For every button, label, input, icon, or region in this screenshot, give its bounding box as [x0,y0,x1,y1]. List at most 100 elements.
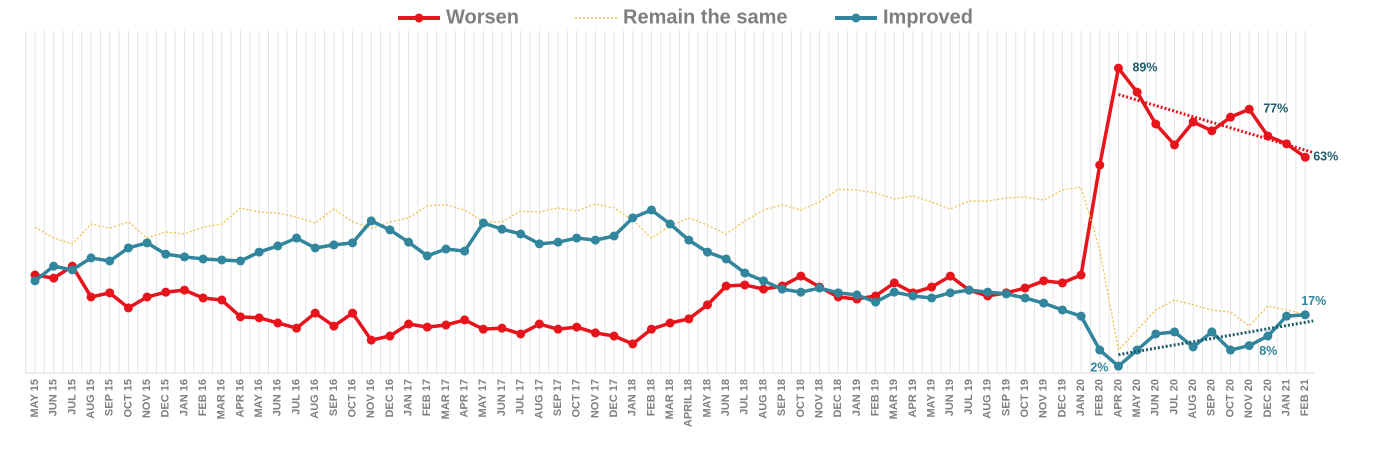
point [161,287,171,297]
point [927,293,937,303]
point [497,323,507,333]
point [478,324,488,334]
point [1057,278,1067,288]
point [646,205,656,215]
point [590,328,600,338]
point [871,297,881,307]
x-tick-label: DEC 15 [160,379,172,418]
point [198,254,208,264]
x-tick-label: JAN 20 [1075,379,1087,416]
legend-label: Improved [883,6,973,28]
x-tick-label: DEC 16 [384,379,396,418]
point [1188,342,1198,352]
x-tick-label: JAN 21 [1280,379,1292,416]
x-tick-label: JUN 18 [720,379,732,416]
point [310,243,320,253]
x-tick-label: MAY 19 [926,379,938,418]
point [796,271,806,281]
x-tick-label: FEB 18 [645,379,657,416]
x-tick-label: JAN 17 [403,379,415,416]
x-tick-label: SEP 18 [776,379,788,416]
legend-label: Worsen [446,6,519,28]
point [105,256,115,266]
x-tick-label: JAN 16 [178,379,190,416]
point [404,237,414,247]
point [441,244,451,254]
point [777,284,787,294]
point [422,251,432,261]
point [86,253,96,263]
point [759,276,769,286]
point [1132,345,1142,355]
point [460,246,470,256]
point [422,322,432,332]
point [292,323,302,333]
point [945,271,955,281]
point [1001,289,1011,299]
x-tick-label: JAN 18 [627,379,639,416]
x-tick-label: JAN 19 [851,379,863,416]
point [796,287,806,297]
point [1282,311,1292,321]
point [1207,327,1217,337]
x-tick-label: JUL 16 [290,379,302,415]
x-tick-label: OCT 16 [346,379,358,418]
point [908,291,918,301]
legend-marker [851,13,861,23]
point [833,288,843,298]
point [1244,341,1254,351]
point [1207,126,1217,136]
x-tick-label: OCT 19 [1019,379,1031,418]
point [1263,331,1273,341]
point [273,241,283,251]
x-tick-label: AUG 16 [309,379,321,419]
point [665,318,675,328]
data-label: 77% [1263,102,1288,116]
point [684,314,694,324]
x-tick-label: DEC 17 [608,379,620,418]
x-tick-label: JUL 18 [739,379,751,415]
x-tick-label: FEB 19 [870,379,882,416]
point [740,280,750,290]
x-tick-label: SEP 17 [552,379,564,416]
point [1282,139,1292,149]
point [572,322,582,332]
point [1113,361,1123,371]
point [86,292,96,302]
point [142,292,152,302]
data-label: 8% [1259,344,1277,358]
point [366,216,376,226]
point [329,321,339,331]
point [665,219,675,229]
point [1020,283,1030,293]
point [1057,305,1067,315]
point [1226,112,1236,122]
point [684,235,694,245]
point [702,247,712,257]
x-tick-label: FEB 17 [421,379,433,416]
point [1244,104,1254,114]
point [385,331,395,341]
x-tick-label: AUG 17 [533,379,545,419]
point [273,318,283,328]
point [534,319,544,329]
point [1169,140,1179,150]
point [235,256,245,266]
legend-marker [414,13,424,23]
point [1151,119,1161,129]
point [217,255,227,265]
point [1132,87,1142,97]
point [516,329,526,339]
point [123,303,133,313]
x-tick-label: JUL 20 [1168,379,1180,415]
x-tick-label: MAR 17 [440,379,452,419]
point [348,238,358,248]
x-tick-label: AUG 15 [85,379,97,419]
data-label: 2% [1090,360,1108,374]
point [105,288,115,298]
point [889,287,899,297]
point [67,265,77,275]
point [1076,270,1086,280]
point [721,254,731,264]
point [815,283,825,293]
